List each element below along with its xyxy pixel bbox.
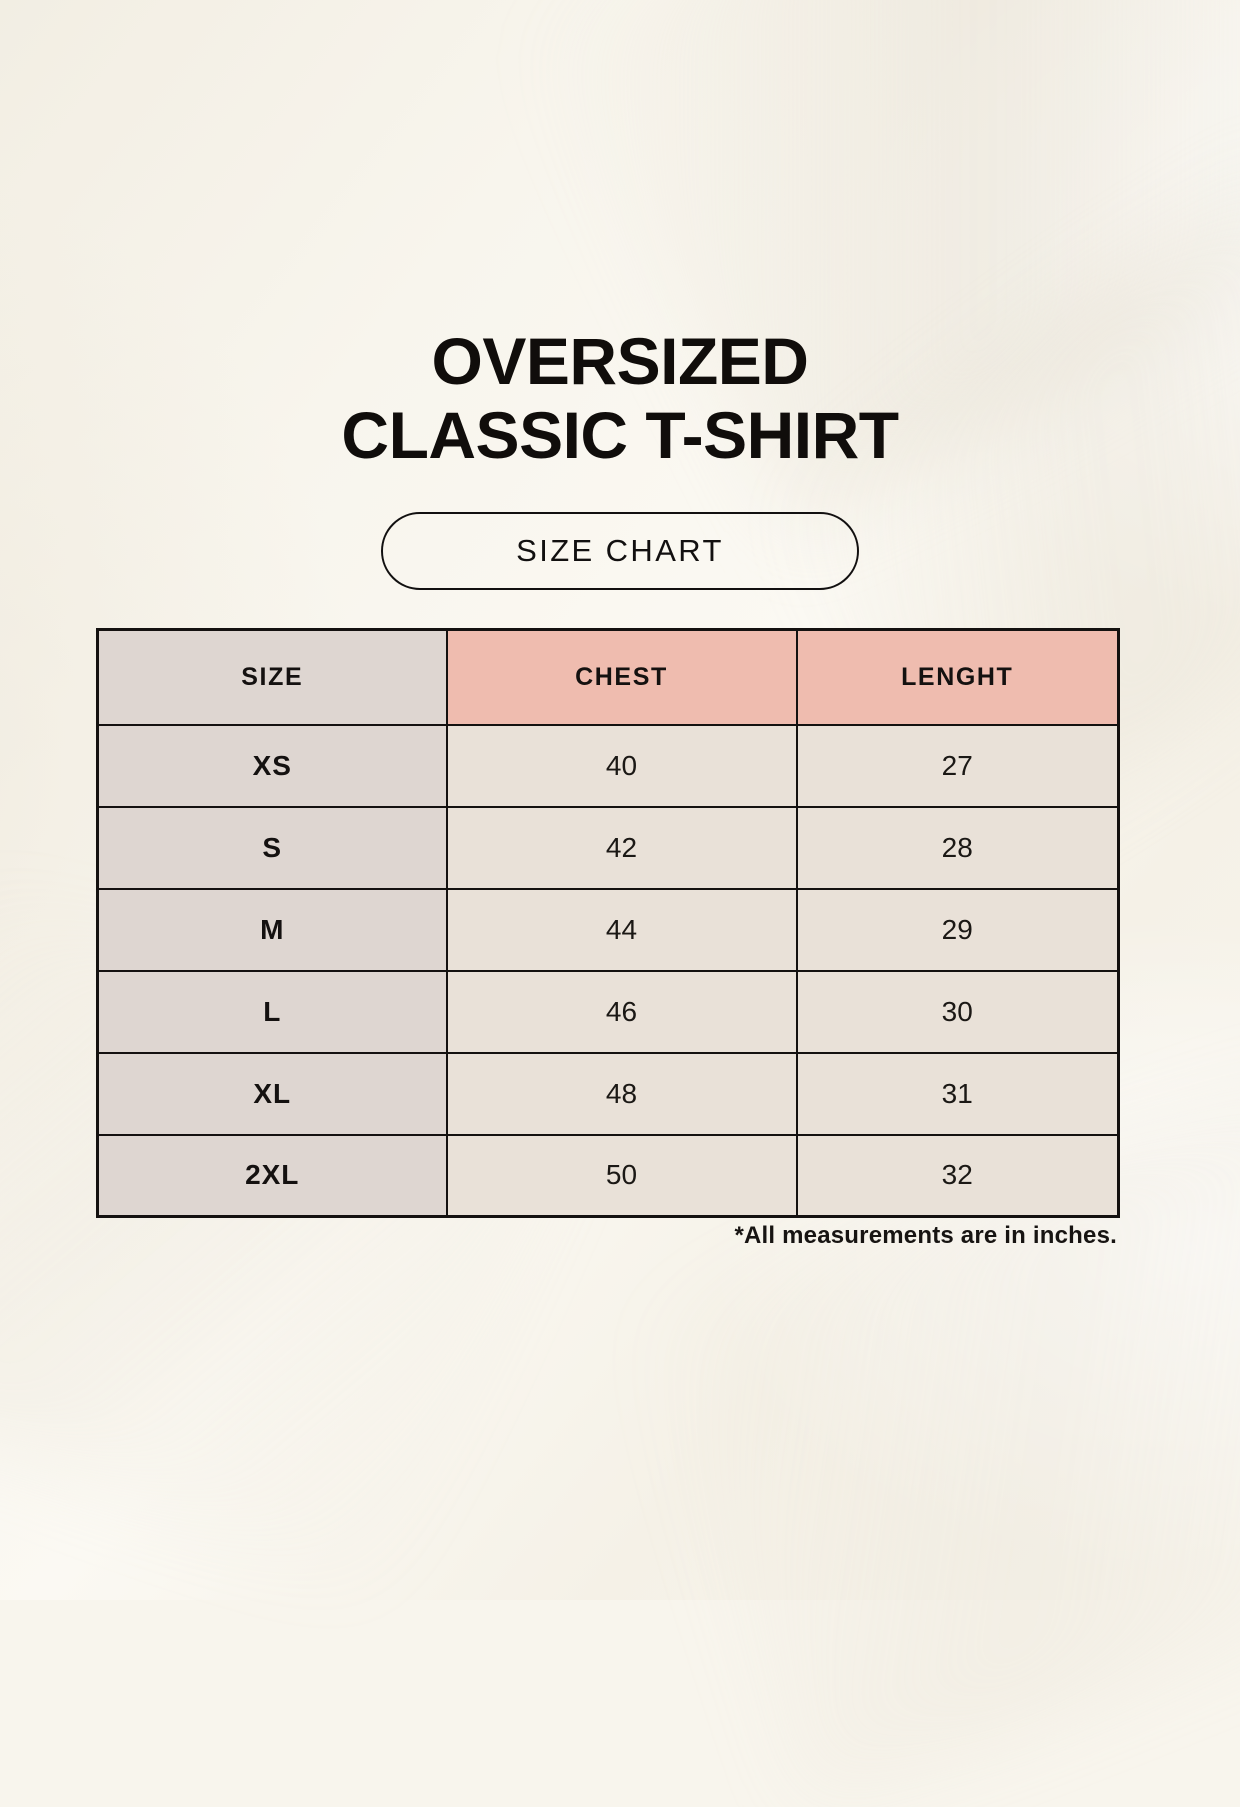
cell-chest: 46 — [445, 969, 798, 1054]
cell-size: XS — [96, 723, 448, 808]
table-row: XL 48 31 — [96, 1051, 1120, 1136]
cell-size: L — [96, 969, 448, 1054]
cell-length: 30 — [795, 969, 1120, 1054]
cell-chest: 50 — [445, 1133, 798, 1218]
table-row: M 44 29 — [96, 887, 1120, 972]
size-table-body: XS 40 27 S 42 28 M 44 29 L 46 30 — [96, 723, 1120, 1218]
column-header-size: SIZE — [96, 628, 448, 726]
size-chart-badge-label: SIZE CHART — [516, 533, 724, 568]
cell-size: XL — [96, 1051, 448, 1136]
cell-length: 31 — [795, 1051, 1120, 1136]
column-header-length: LENGHT — [795, 628, 1120, 726]
title-line-2: CLASSIC T-SHIRT — [341, 398, 899, 472]
measurement-note: *All measurements are in inches. — [734, 1222, 1117, 1249]
column-header-chest: CHEST — [445, 628, 798, 726]
table-row: XS 40 27 — [96, 723, 1120, 808]
cell-length: 32 — [795, 1133, 1120, 1218]
cell-size: S — [96, 805, 448, 890]
size-table-head: SIZE CHEST LENGHT — [96, 628, 1120, 726]
size-chart-page: OVERSIZED CLASSIC T-SHIRT SIZE CHART SIZ… — [0, 324, 1240, 1249]
table-row: 2XL 50 32 — [96, 1133, 1120, 1218]
cell-length: 28 — [795, 805, 1120, 890]
cell-size: 2XL — [96, 1133, 448, 1218]
size-table: SIZE CHEST LENGHT XS 40 27 S 42 28 M — [96, 628, 1120, 1218]
cell-chest: 40 — [445, 723, 798, 808]
size-chart-badge-wrap: SIZE CHART — [0, 512, 1240, 590]
size-table-wrap: SIZE CHEST LENGHT XS 40 27 S 42 28 M — [96, 628, 1120, 1218]
table-row: L 46 30 — [96, 969, 1120, 1054]
cell-length: 29 — [795, 887, 1120, 972]
cell-chest: 48 — [445, 1051, 798, 1136]
table-row: S 42 28 — [96, 805, 1120, 890]
title-line-1: OVERSIZED — [431, 324, 809, 398]
cell-chest: 44 — [445, 887, 798, 972]
page-title: OVERSIZED CLASSIC T-SHIRT — [0, 324, 1240, 472]
cell-length: 27 — [795, 723, 1120, 808]
table-header-row: SIZE CHEST LENGHT — [96, 628, 1120, 726]
cell-size: M — [96, 887, 448, 972]
size-chart-badge: SIZE CHART — [381, 512, 859, 590]
cell-chest: 42 — [445, 805, 798, 890]
